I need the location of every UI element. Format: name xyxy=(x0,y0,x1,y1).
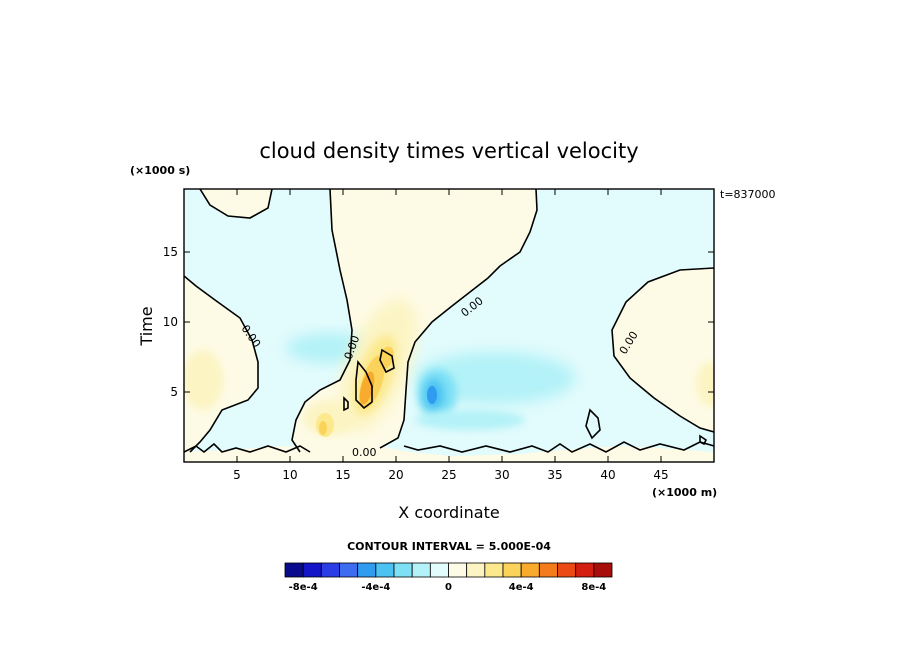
colorbar-swatch xyxy=(357,562,377,578)
colorbar-swatch xyxy=(466,562,486,578)
y-tick-label: 15 xyxy=(163,245,178,259)
colorbar-swatch xyxy=(538,562,558,578)
colorbar-swatch xyxy=(339,562,359,578)
colorbar-tick-label: 8e-4 xyxy=(581,582,606,593)
colorbar-tick-label: 4e-4 xyxy=(509,582,534,593)
colorbar-swatch xyxy=(393,562,413,578)
positive-blob-right-edge xyxy=(696,362,714,406)
y-axis-ticks: 5 10 15 xyxy=(163,245,714,399)
x-axis-label: X coordinate xyxy=(398,503,499,522)
colorbar-swatch xyxy=(502,562,522,578)
y-tick-label: 10 xyxy=(163,315,178,329)
colorbar xyxy=(284,562,613,578)
x-tick-label: 45 xyxy=(653,468,668,482)
positive-region-right xyxy=(612,268,714,432)
positive-region-bottom xyxy=(184,446,714,462)
colorbar-swatch xyxy=(284,562,304,578)
negative-blob-bottom xyxy=(415,410,525,430)
x-tick-label: 10 xyxy=(282,468,297,482)
x-tick-label: 35 xyxy=(547,468,562,482)
y-unit-label: (×1000 s) xyxy=(130,164,190,177)
plot-area: 0.00 0.00 0.00 0.00 0.00 xyxy=(184,189,714,462)
colorbar-swatch xyxy=(448,562,468,578)
colorbar-swatch xyxy=(411,562,431,578)
x-tick-label: 20 xyxy=(388,468,403,482)
colorbar-swatch xyxy=(520,562,540,578)
positive-blob-left-edge xyxy=(184,350,223,410)
positive-blob-max xyxy=(359,371,375,405)
x-tick-label: 40 xyxy=(600,468,615,482)
x-unit-label: (×1000 m) xyxy=(652,486,717,499)
x-tick-label: 30 xyxy=(494,468,509,482)
colorbar-tick-label: 0 xyxy=(445,582,452,593)
colorbar-swatch xyxy=(302,562,322,578)
colorbar-swatch xyxy=(593,562,613,578)
colorbar-swatch xyxy=(429,562,449,578)
colorbar-swatch xyxy=(320,562,340,578)
time-stamp: t=837000 xyxy=(720,188,776,201)
x-tick-label: 25 xyxy=(441,468,456,482)
negative-blob-min-core xyxy=(427,386,437,404)
x-tick-label: 5 xyxy=(233,468,241,482)
chart-title: cloud density times vertical velocity xyxy=(259,139,638,163)
colorbar-swatch xyxy=(484,562,504,578)
y-axis-label: Time xyxy=(137,306,156,346)
positive-region-left xyxy=(184,276,258,455)
colorbar-swatch xyxy=(575,562,595,578)
positive-region-top-left xyxy=(200,189,272,218)
x-axis-ticks: 5 10 15 20 25 30 35 40 45 xyxy=(233,189,669,482)
colorbar-swatch xyxy=(375,562,395,578)
positive-blob-gold-low xyxy=(319,421,327,435)
colorbar-tick-label: -8e-4 xyxy=(289,582,318,593)
colorbar-swatch xyxy=(557,562,577,578)
colorbar-labels: -8e-4 -4e-4 0 4e-4 8e-4 xyxy=(289,582,607,593)
contour-interval-text: CONTOUR INTERVAL = 5.000E-04 xyxy=(347,540,551,553)
y-tick-label: 5 xyxy=(170,385,178,399)
zero-contours xyxy=(184,189,714,454)
x-tick-label: 15 xyxy=(335,468,350,482)
contour-label: 0.00 xyxy=(352,446,377,459)
colorbar-tick-label: -4e-4 xyxy=(361,582,390,593)
